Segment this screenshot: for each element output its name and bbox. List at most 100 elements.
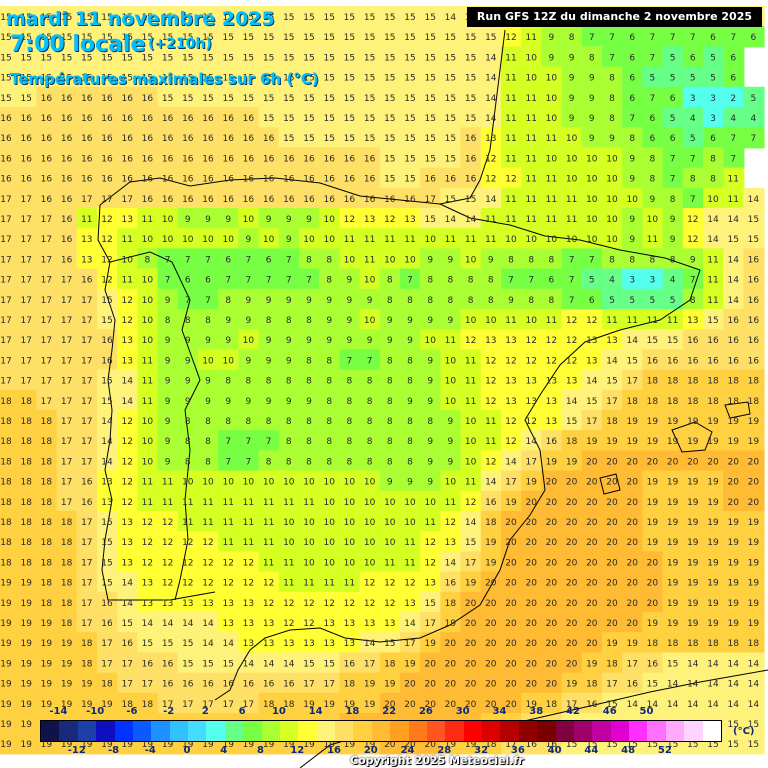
temperature-value: 18	[61, 599, 73, 609]
temperature-value: 8	[710, 175, 716, 185]
temperature-value: 15	[283, 13, 294, 23]
temperature-cell	[238, 147, 260, 169]
temperature-value: 16	[243, 134, 255, 144]
temperature-cell	[682, 127, 704, 149]
temperature-value: 19	[647, 518, 659, 528]
temperature-cell	[56, 288, 78, 310]
temperature-value: 8	[286, 457, 292, 467]
temperature-value: 16	[202, 114, 214, 124]
temperature-cell	[319, 228, 341, 250]
temperature-value: 19	[81, 680, 93, 690]
temperature-cell	[238, 26, 260, 48]
temperature-value: 19	[546, 457, 558, 467]
temperature-value: 17	[41, 276, 52, 286]
temperature-value: 17	[0, 276, 11, 286]
temperature-value: 19	[20, 619, 32, 629]
temperature-value: 8	[326, 437, 332, 447]
temperature-value: 16	[61, 114, 73, 124]
temperature-cell	[56, 208, 78, 230]
temperature-value: 13	[606, 336, 617, 346]
temperature-value: 8	[589, 53, 595, 63]
temperature-value: 6	[670, 134, 676, 144]
temperature-value: 10	[566, 235, 578, 245]
temperature-cell	[0, 107, 18, 129]
temperature-value: 16	[202, 680, 214, 690]
temperature-value: 12	[121, 457, 132, 467]
temperature-value: 10	[626, 195, 638, 205]
temperature-cell	[602, 208, 624, 230]
temperature-cell	[541, 248, 563, 270]
temperature-value: 11	[626, 316, 637, 326]
temperature-value: 19	[586, 659, 598, 669]
temperature-cell	[238, 288, 260, 310]
temperature-value: 10	[404, 255, 416, 265]
temperature-cell	[501, 167, 523, 189]
temperature-value: 9	[165, 377, 171, 387]
temperature-cell	[97, 288, 119, 310]
temperature-value: 15	[243, 53, 254, 63]
temperature-cell	[460, 167, 482, 189]
temperature-cell	[97, 46, 119, 68]
temperature-value: 9	[165, 397, 171, 407]
temperature-value: 18	[101, 680, 113, 690]
temperature-cell	[56, 248, 78, 270]
temperature-cell	[622, 228, 644, 250]
temperature-value: 17	[81, 356, 92, 366]
temperature-cell	[460, 288, 482, 310]
temperature-cell	[723, 66, 745, 88]
temperature-value: 17	[424, 619, 435, 629]
temperature-value: 7	[589, 255, 595, 265]
temperature-value: 16	[0, 175, 12, 185]
temperature-value: 14	[727, 276, 739, 286]
temperature-value: 11	[707, 255, 718, 265]
temperature-value: 9	[165, 457, 171, 467]
temperature-value: 13	[263, 619, 274, 629]
temperature-value: 10	[142, 235, 154, 245]
temperature-cell	[622, 147, 644, 169]
temperature-value: 17	[81, 437, 92, 447]
temperature-value: 12	[505, 356, 516, 366]
temperature-value: 13	[546, 397, 557, 407]
run-info-badge: Run GFS 12Z du dimanche 2 novembre 2025	[466, 7, 762, 27]
temperature-cell	[521, 26, 543, 48]
temperature-value: 19	[707, 478, 719, 488]
temperature-value: 17	[20, 296, 31, 306]
temperature-value: 20	[525, 579, 537, 589]
temperature-cell	[177, 248, 199, 270]
temperature-value: 16	[263, 134, 275, 144]
temperature-cell	[561, 107, 583, 129]
legend-tick-label: 42	[566, 706, 580, 717]
temperature-value: 8	[347, 417, 353, 427]
temperature-cell	[480, 86, 502, 108]
temperature-value: 16	[162, 195, 174, 205]
temperature-cell	[319, 46, 341, 68]
temperature-value: 10	[202, 478, 214, 488]
temperature-value: 13	[404, 215, 415, 225]
temperature-value: 19	[707, 579, 719, 589]
temperature-value: 15	[424, 53, 435, 63]
temperature-value: 19	[707, 498, 719, 508]
temperature-value: 15	[283, 134, 294, 144]
temperature-cell	[682, 107, 704, 129]
temperature-value: 12	[525, 417, 536, 427]
temperature-cell	[622, 66, 644, 88]
temperature-value: 15	[364, 33, 375, 43]
temperature-value: 19	[424, 639, 436, 649]
temperature-cell	[723, 228, 745, 250]
temperature-value: 16	[748, 356, 760, 366]
temperature-value: 13	[81, 255, 92, 265]
temperature-value: 11	[525, 175, 536, 185]
temperature-value: 19	[667, 417, 679, 427]
legend-tick-label: 46	[602, 706, 617, 717]
temperature-value: 15	[748, 215, 759, 225]
temperature-value: 8	[528, 255, 534, 265]
temperature-value: 16	[142, 94, 154, 104]
temperature-value: 11	[727, 195, 738, 205]
temperature-value: 14	[243, 659, 255, 669]
temperature-cell	[117, 46, 139, 68]
temperature-value: 11	[142, 478, 153, 488]
legend-tick-label: 40	[547, 745, 562, 756]
temperature-value: 15	[727, 235, 738, 245]
temperature-cell	[379, 329, 401, 351]
temperature-value: 15	[323, 53, 334, 63]
